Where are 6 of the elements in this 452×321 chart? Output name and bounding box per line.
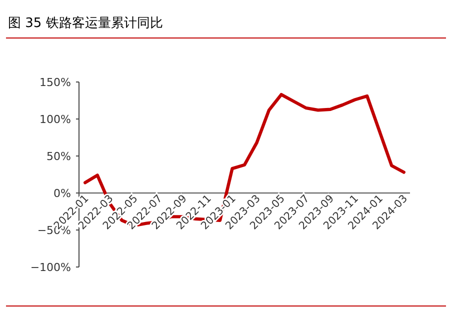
y-tick-label: 150%	[40, 76, 71, 89]
y-tick-label: 50%	[46, 150, 71, 163]
y-tick-label: −100%	[30, 261, 71, 274]
y-tick-label: 0%	[54, 187, 71, 200]
chart-title: 图 35 铁路客运量累计同比	[8, 15, 163, 31]
y-tick-label: 100%	[40, 113, 71, 126]
